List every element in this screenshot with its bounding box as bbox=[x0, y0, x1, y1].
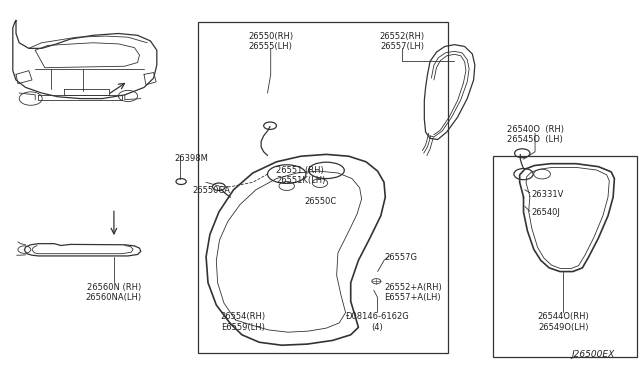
Text: 26554(RH)
E6559(LH): 26554(RH) E6559(LH) bbox=[221, 312, 266, 332]
Text: 26550(RH)
26555(LH): 26550(RH) 26555(LH) bbox=[248, 32, 293, 51]
Bar bbox=[198, 22, 448, 353]
Text: J26500EX: J26500EX bbox=[571, 350, 614, 359]
Bar bbox=[493, 156, 637, 357]
Text: 26550C: 26550C bbox=[305, 197, 337, 206]
Text: 26550CA: 26550CA bbox=[192, 186, 230, 195]
Text: 26544O(RH)
26549O(LH): 26544O(RH) 26549O(LH) bbox=[538, 312, 589, 332]
Text: 26331V: 26331V bbox=[531, 190, 564, 199]
Text: 26551 (RH)
26551K(LH): 26551 (RH) 26551K(LH) bbox=[276, 166, 326, 185]
Text: 26552+A(RH)
E6557+A(LH): 26552+A(RH) E6557+A(LH) bbox=[384, 283, 442, 302]
Text: Ð08146-6162G
(4): Ð08146-6162G (4) bbox=[346, 312, 410, 332]
Text: 26552(RH)
26557(LH): 26552(RH) 26557(LH) bbox=[380, 32, 424, 51]
Text: 26540J: 26540J bbox=[531, 208, 560, 217]
Text: 26560N (RH)
26560NA(LH): 26560N (RH) 26560NA(LH) bbox=[86, 283, 142, 302]
Text: 26540O  (RH)
26545O  (LH): 26540O (RH) 26545O (LH) bbox=[506, 125, 564, 144]
Text: 26557G: 26557G bbox=[384, 253, 417, 262]
Text: 26398M: 26398M bbox=[175, 154, 209, 163]
